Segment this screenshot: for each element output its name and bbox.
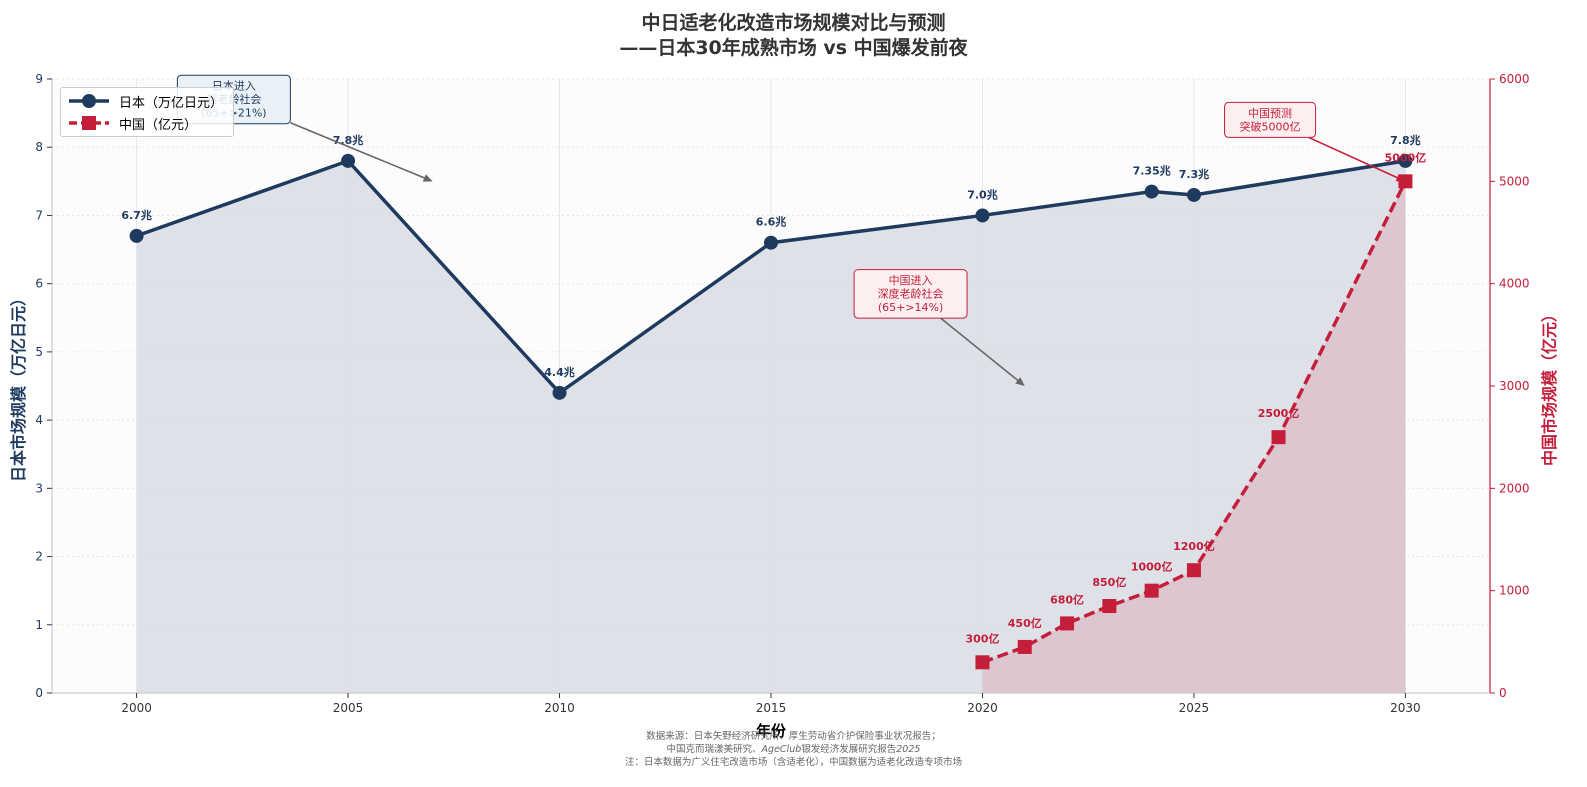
china-point [975,655,990,670]
japan-data-label: 7.3兆 [1179,167,1210,181]
x-tick-label: 2015 [756,701,787,715]
y-right-tick-label: 2000 [1499,481,1530,495]
annotation-text-china-aging: 深度老龄社会 [878,287,944,301]
china-data-label: 1200亿 [1173,539,1215,553]
annotation-arrow-china-forecast [1308,136,1398,179]
annotation-text-china-forecast: 中国预测 [1248,107,1292,120]
legend: 日本（万亿日元） 中国（亿元） [60,87,234,137]
china-area-fill [982,181,1406,694]
china-point [1017,639,1032,654]
japan-data-label: 7.0兆 [967,187,998,201]
china-data-label: 5000亿 [1385,150,1427,164]
legend-item-japan: 日本（万亿日元） [67,91,223,111]
series-layer [129,153,1413,670]
japan-point [129,228,144,243]
china-data-label: 300亿 [965,631,999,645]
legend-marker-china [69,116,109,130]
footnote-source-1: 数据来源：日本矢野经济研究所、厚生劳动省介护保险事业状况报告； [646,731,941,742]
x-tick-label: 2030 [1390,701,1421,715]
china-data-label: 680亿 [1050,592,1084,606]
japan-point [1144,184,1159,199]
annotation-arrow-japan-aging [290,121,425,179]
x-tick-label: 2000 [121,701,152,715]
annotation-arrowhead-china-forecast [1395,173,1406,182]
china-data-label: 850亿 [1092,575,1126,589]
footnote-source-2-italic: AgeClub [761,744,802,755]
x-tick-label: 2025 [1179,701,1210,715]
y-axis-right-label: 中国市场规模（亿元） [1540,306,1559,466]
footnote-source-2: 中国克而瑞漾美研究、AgeClub银发经济发展研究报告2025 [0,743,1587,756]
y-left-tick-label: 5 [35,345,43,359]
legend-marker-japan [69,94,109,108]
china-data-label: 2500亿 [1258,406,1300,420]
y-left-tick-label: 9 [35,72,43,86]
japan-point [1398,153,1413,168]
china-data-label: 450亿 [1008,616,1042,630]
footnote-source-2-mid: 银发经济发展研究报告 [801,744,897,755]
annotation-box-china-forecast [1224,101,1317,138]
axes-layer: 2000 2005 2010 2015 2020 2025 2030 0 1 2 3 4 5 6 7 8 9 0 1… [9,72,1559,740]
footnote-note: 注：日本数据为广义住宅改造市场（含适老化），中国数据为适老化改造专项市场 [624,757,963,768]
japan-data-label: 6.7兆 [121,208,152,222]
legend-label-china: 中国（亿元） [119,117,198,133]
annotation-layer: 日本进入超老龄社会(65+>21%)中国进入深度老龄社会(65+>14%)中国预… [176,74,1406,386]
fill-layer [136,160,1406,694]
y-left-tick-label: 6 [35,277,43,291]
japan-series-line [136,158,1406,396]
chart-title: 中日适老化改造市场规模对比与预测 [641,12,946,34]
y-left-tick-label: 2 [35,550,43,564]
japan-data-label: 6.6兆 [756,215,787,229]
y-left-tick-label: 3 [35,481,43,495]
data-label-layer: 6.7兆 7.8兆 4.4兆 6.6兆 7.0兆 7.35兆 7.3兆 7.8兆 300亿 450… [121,133,1426,645]
annotation-arrow-china-aging [940,317,1019,381]
y-left-tick-label: 7 [35,208,43,222]
legend-item-china: 中国（亿元） [67,113,197,133]
annotation-arrowhead-china-aging [1015,377,1025,386]
y-axis-left-label: 日本市场规模（万亿日元） [9,290,28,482]
y-right-tick-label: 1000 [1499,584,1530,598]
china-point [1060,616,1075,631]
x-tick-label: 2010 [544,701,575,715]
annotation-box-china-aging [853,269,968,319]
japan-point [552,385,567,400]
annotation-text-china-aging: 中国进入 [889,274,933,287]
japan-point [975,208,990,223]
footnote-source-2-year: 2025 [896,744,921,755]
china-point [1144,583,1159,598]
japan-data-label: 7.8兆 [1390,133,1421,147]
annotation-arrowhead-japan-aging [422,174,433,182]
x-tick-label: 2020 [967,701,998,715]
y-left-tick-label: 8 [35,140,43,154]
japan-point [764,235,778,250]
annotation-text-china-forecast: 突破5000亿 [1240,119,1301,133]
y-right-tick-label: 3000 [1499,379,1530,393]
japan-data-label: 4.4兆 [544,365,575,379]
y-left-tick-label: 1 [35,618,43,632]
japan-area-fill [136,160,1406,693]
y-left-tick-label: 0 [35,686,43,700]
japan-point [341,153,356,168]
y-left-tick-label: 4 [35,413,43,427]
footnote-source-2-prefix: 中国克而瑞漾美研究、 [666,744,762,755]
chart-subtitle: ——日本30年成熟市场 vs 中国爆发前夜 [619,37,968,59]
china-point [1186,563,1201,578]
china-data-label: 1000亿 [1131,560,1173,574]
annotation-text-china-aging: (65+>14%) [878,301,943,314]
china-point [1271,430,1286,445]
china-point [1102,599,1117,614]
legend-label-japan: 日本（万亿日元） [119,95,224,111]
japan-point [1186,187,1201,202]
x-axis-label: 年份 [756,722,787,740]
japan-data-label: 7.35兆 [1133,164,1171,178]
y-right-tick-label: 6000 [1499,72,1530,86]
x-tick-label: 2005 [333,701,364,715]
china-series-line [981,180,1407,664]
y-right-tick-label: 4000 [1499,277,1530,291]
y-right-tick-label: 0 [1499,686,1507,700]
japan-data-label: 7.8兆 [333,133,364,147]
y-right-tick-label: 5000 [1499,174,1530,188]
